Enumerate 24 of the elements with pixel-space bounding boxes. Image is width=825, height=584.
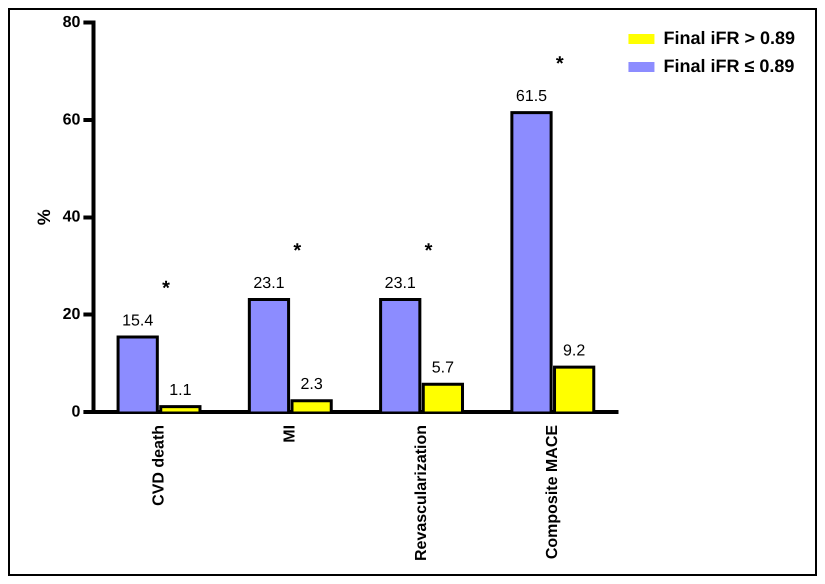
data-label: 9.2 bbox=[563, 342, 586, 360]
y-axis-title: % bbox=[34, 209, 54, 226]
x-tick-label: CVD death bbox=[150, 424, 168, 506]
y-tick-label: 0 bbox=[71, 403, 80, 420]
annotation: * bbox=[424, 240, 433, 262]
y-tick-label: 40 bbox=[62, 208, 80, 226]
data-label: 23.1 bbox=[253, 274, 285, 292]
x-tick-label: Revascularization bbox=[412, 424, 430, 562]
data-label: 15.4 bbox=[122, 312, 154, 330]
x-tick-label: Composite MACE bbox=[544, 424, 562, 560]
y-tick-label: 20 bbox=[62, 306, 80, 324]
annotation: * bbox=[556, 53, 564, 76]
data-label: 5.7 bbox=[432, 360, 454, 377]
data-label: 61.5 bbox=[516, 88, 548, 106]
data-label: 1.1 bbox=[169, 382, 192, 399]
y-tick-label: 80 bbox=[62, 14, 80, 32]
legend-label: Final iFR > 0.89 bbox=[663, 28, 795, 48]
data-label: 23.1 bbox=[384, 274, 416, 292]
annotation: * bbox=[162, 278, 170, 300]
data-label: 2.3 bbox=[300, 376, 323, 394]
y-tick-label: 60 bbox=[62, 111, 80, 128]
annotation: * bbox=[293, 240, 302, 262]
x-tick-label: MI bbox=[282, 424, 299, 443]
legend-label: Final iFR ≤ 0.89 bbox=[663, 56, 794, 76]
